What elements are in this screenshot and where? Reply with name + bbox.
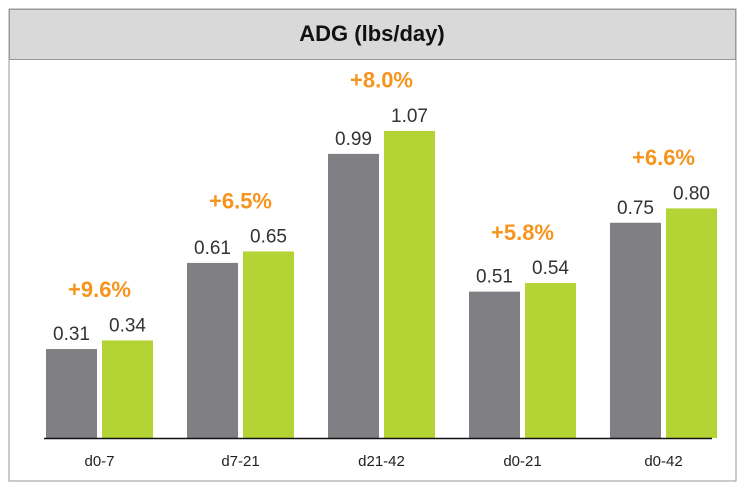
value-label: 0.80 bbox=[673, 183, 710, 204]
x-tick-label: d7-21 bbox=[221, 453, 259, 470]
title-band bbox=[9, 9, 736, 60]
bar bbox=[610, 222, 661, 438]
annotation: +6.6% bbox=[632, 145, 695, 170]
x-tick-label: d0-7 bbox=[84, 453, 114, 470]
bar bbox=[46, 349, 97, 438]
annotation: +6.5% bbox=[209, 188, 272, 213]
annotation: +5.8% bbox=[491, 220, 554, 245]
value-label: 0.31 bbox=[53, 324, 90, 345]
annotation: +9.6% bbox=[68, 277, 131, 302]
bar bbox=[328, 153, 379, 438]
x-tick-label: d21-42 bbox=[358, 453, 405, 470]
value-label: 0.65 bbox=[250, 226, 287, 247]
value-label: 0.51 bbox=[476, 267, 513, 288]
value-label: 0.99 bbox=[335, 129, 372, 150]
chart-title: ADG (lbs/day) bbox=[299, 21, 444, 46]
value-label: 0.54 bbox=[532, 258, 569, 279]
bar bbox=[102, 340, 153, 438]
annotation: +8.0% bbox=[350, 68, 413, 93]
x-tick-label: d0-42 bbox=[644, 453, 682, 470]
bar bbox=[243, 251, 294, 438]
bar bbox=[384, 130, 435, 438]
x-tick-label: d0-21 bbox=[503, 453, 541, 470]
bar bbox=[469, 291, 520, 438]
value-label: 0.75 bbox=[617, 198, 654, 219]
value-label: 1.07 bbox=[391, 106, 428, 127]
bar bbox=[666, 208, 717, 438]
bar bbox=[187, 262, 238, 438]
value-label: 0.34 bbox=[109, 315, 146, 336]
bar bbox=[525, 283, 576, 438]
value-label: 0.61 bbox=[194, 238, 231, 259]
